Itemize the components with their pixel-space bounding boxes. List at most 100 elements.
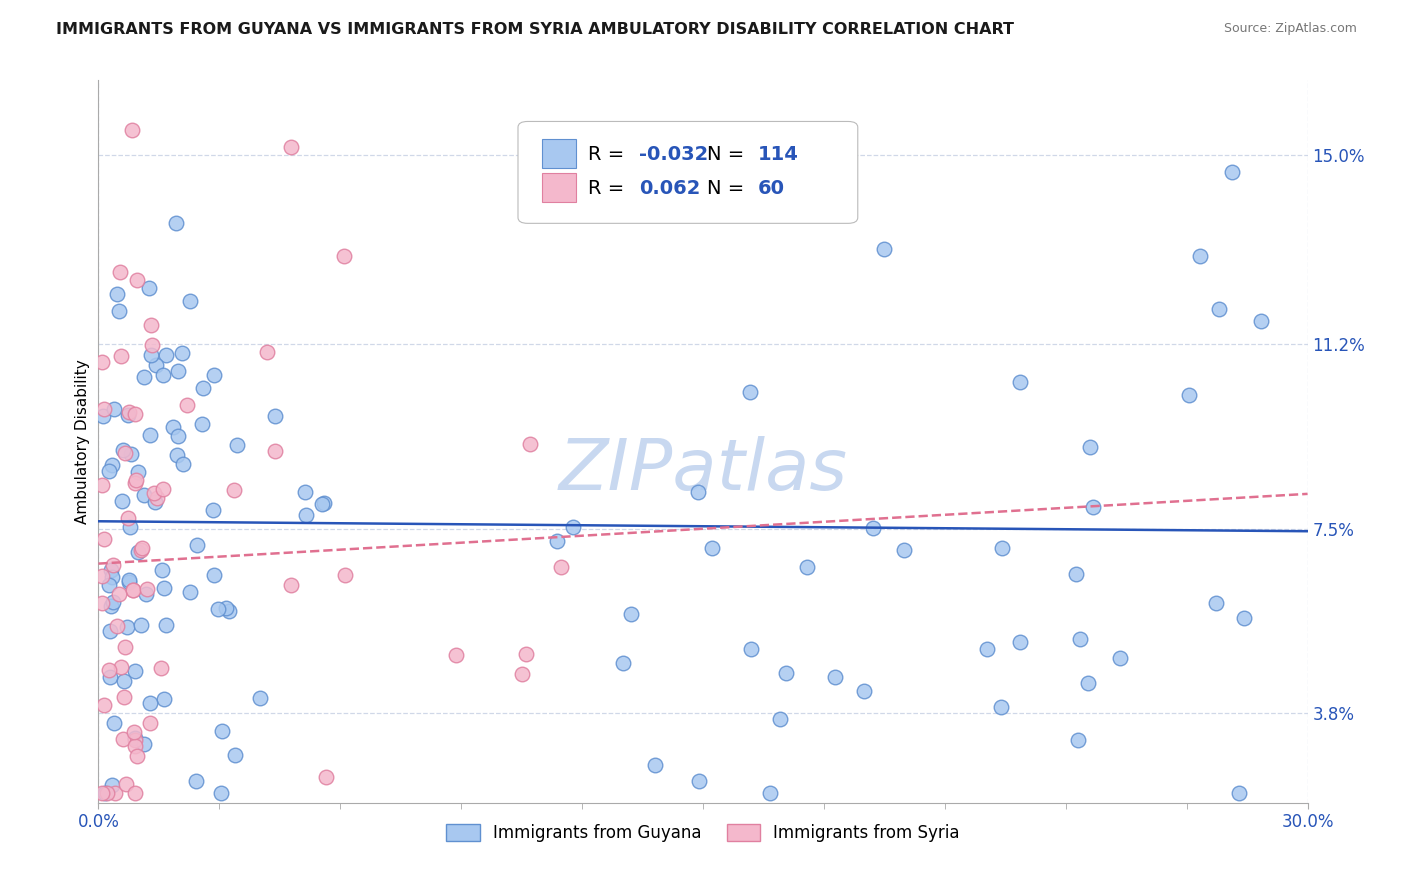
Point	[110, 659, 132, 673]
Point	[91, 568, 114, 582]
Point	[1064, 567, 1087, 582]
FancyBboxPatch shape	[543, 139, 576, 168]
Point	[315, 771, 337, 785]
Point	[91, 409, 114, 424]
Point	[1109, 651, 1132, 665]
Point	[700, 541, 723, 555]
Point	[207, 602, 229, 616]
Point	[98, 577, 121, 591]
Point	[145, 358, 167, 372]
Point	[519, 436, 541, 450]
Point	[122, 583, 145, 598]
Point	[104, 786, 127, 800]
Point	[740, 641, 762, 656]
Point	[193, 381, 215, 395]
Point	[139, 427, 162, 442]
Point	[108, 265, 131, 279]
Point	[117, 405, 139, 419]
Point	[91, 355, 114, 369]
Point	[191, 417, 214, 431]
Point	[112, 673, 135, 688]
Point	[139, 715, 162, 730]
Point	[122, 724, 145, 739]
Point	[688, 774, 710, 789]
Point	[1208, 301, 1230, 316]
Point	[515, 647, 537, 661]
Text: Source: ZipAtlas.com: Source: ZipAtlas.com	[1223, 22, 1357, 36]
Point	[101, 570, 124, 584]
Text: -0.032: -0.032	[638, 145, 709, 164]
Point	[862, 521, 884, 535]
Point	[127, 466, 149, 480]
Point	[141, 318, 163, 333]
Point	[112, 690, 135, 704]
Point	[1205, 596, 1227, 610]
Point	[333, 567, 356, 582]
Point	[112, 442, 135, 457]
Point	[124, 786, 146, 800]
Point	[100, 563, 122, 577]
Point	[796, 560, 818, 574]
Point	[166, 363, 188, 377]
Point	[332, 249, 354, 263]
Point	[1233, 611, 1256, 625]
Point	[101, 458, 124, 472]
Y-axis label: Ambulatory Disability: Ambulatory Disability	[75, 359, 90, 524]
Point	[108, 587, 131, 601]
Point	[143, 494, 166, 508]
Point	[108, 304, 131, 318]
Point	[127, 545, 149, 559]
Point	[444, 648, 467, 663]
Point	[135, 587, 157, 601]
Point	[112, 731, 135, 746]
Point	[103, 595, 125, 609]
Point	[166, 429, 188, 443]
Point	[990, 700, 1012, 714]
Point	[204, 368, 226, 383]
Point	[215, 601, 238, 615]
Point	[1010, 376, 1032, 390]
Point	[976, 642, 998, 657]
Point	[226, 438, 249, 452]
Point	[115, 777, 138, 791]
FancyBboxPatch shape	[517, 121, 858, 223]
Point	[149, 661, 172, 675]
Point	[98, 624, 121, 638]
Legend: Immigrants from Guyana, Immigrants from Syria: Immigrants from Guyana, Immigrants from …	[440, 817, 966, 848]
Point	[152, 692, 174, 706]
Point	[138, 281, 160, 295]
Point	[114, 446, 136, 460]
Point	[94, 786, 117, 800]
Point	[224, 483, 246, 498]
Point	[98, 670, 121, 684]
Point	[280, 140, 302, 154]
Point	[134, 737, 156, 751]
Point	[124, 731, 146, 745]
Point	[612, 656, 634, 670]
Point	[93, 698, 115, 713]
Text: R =: R =	[588, 179, 631, 198]
Point	[131, 541, 153, 556]
Point	[91, 597, 114, 611]
Point	[186, 538, 208, 552]
Point	[93, 532, 115, 546]
Point	[1220, 165, 1243, 179]
Point	[125, 473, 148, 487]
Point	[1069, 632, 1091, 646]
Point	[143, 486, 166, 500]
FancyBboxPatch shape	[543, 173, 576, 202]
Point	[155, 348, 177, 362]
Point	[1083, 500, 1105, 514]
Point	[129, 618, 152, 632]
Point	[263, 444, 285, 458]
Point	[139, 348, 162, 362]
Point	[202, 568, 225, 582]
Point	[152, 368, 174, 382]
Point	[759, 786, 782, 800]
Point	[314, 496, 336, 510]
Point	[124, 664, 146, 678]
Point	[172, 346, 194, 360]
Point	[873, 242, 896, 256]
Text: IMMIGRANTS FROM GUYANA VS IMMIGRANTS FROM SYRIA AMBULATORY DISABILITY CORRELATIO: IMMIGRANTS FROM GUYANA VS IMMIGRANTS FRO…	[56, 22, 1014, 37]
Point	[510, 667, 533, 681]
